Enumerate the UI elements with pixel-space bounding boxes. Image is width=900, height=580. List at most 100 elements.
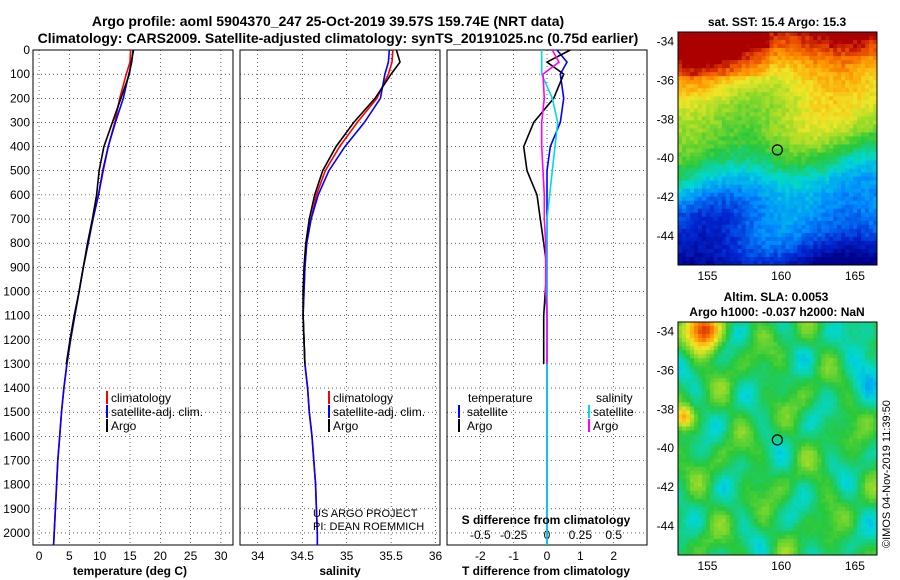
map-cell bbox=[853, 180, 858, 186]
map-cell bbox=[721, 36, 727, 41]
map-cell bbox=[781, 136, 786, 141]
map-cell bbox=[701, 506, 707, 512]
map-cell bbox=[717, 212, 723, 218]
map-cell bbox=[713, 466, 719, 472]
map-cell bbox=[757, 188, 762, 194]
map-cell bbox=[689, 330, 695, 335]
map-cell bbox=[769, 44, 774, 49]
map-cell bbox=[805, 458, 810, 464]
map-cell bbox=[729, 144, 735, 149]
map-cell bbox=[749, 220, 755, 226]
map-cell bbox=[801, 466, 806, 472]
map-cell bbox=[705, 36, 711, 41]
map-cell bbox=[678, 454, 683, 459]
map-cell bbox=[713, 44, 719, 49]
map-cell bbox=[849, 32, 854, 37]
map-cell bbox=[757, 180, 762, 186]
map-cell bbox=[785, 518, 790, 524]
map-cell bbox=[713, 438, 719, 443]
map-cell bbox=[733, 410, 739, 415]
salinity-legend: climatology satellite-adj. clim. Argo bbox=[328, 391, 425, 433]
map-cell bbox=[729, 56, 735, 61]
map-cell bbox=[729, 80, 735, 85]
map-cell bbox=[701, 48, 707, 53]
map-cell bbox=[849, 256, 854, 262]
map-cell bbox=[721, 180, 727, 186]
map-cell bbox=[793, 232, 798, 238]
map-cell bbox=[757, 132, 762, 137]
map-cell bbox=[873, 80, 878, 85]
map-cell bbox=[705, 354, 711, 359]
map-cell bbox=[721, 260, 727, 266]
map-cell bbox=[789, 502, 794, 508]
map-cell bbox=[773, 240, 778, 246]
map-cell bbox=[681, 478, 687, 484]
map-cell bbox=[729, 172, 735, 178]
map-cell bbox=[713, 112, 719, 117]
map-cell bbox=[729, 132, 735, 137]
map-cell bbox=[693, 108, 699, 113]
map-cell bbox=[785, 430, 790, 435]
map-cell bbox=[857, 164, 862, 169]
map-cell bbox=[793, 466, 798, 472]
map-cell bbox=[729, 446, 735, 451]
map-cell bbox=[729, 546, 735, 552]
map-cell bbox=[813, 64, 818, 69]
map-cell bbox=[853, 224, 858, 230]
map-cell bbox=[805, 522, 810, 528]
map-cell bbox=[793, 326, 798, 331]
map-cell bbox=[685, 530, 691, 536]
map-cell bbox=[813, 48, 818, 53]
map-cell bbox=[697, 52, 703, 57]
map-cell bbox=[745, 112, 751, 117]
map-cell bbox=[678, 410, 683, 415]
map-cell bbox=[741, 362, 747, 367]
map-cell bbox=[809, 172, 814, 178]
map-cell bbox=[729, 434, 735, 439]
map-cell bbox=[705, 168, 711, 174]
map-cell bbox=[825, 220, 830, 226]
map-cell bbox=[765, 542, 770, 548]
map-cell bbox=[745, 244, 751, 250]
map-cell bbox=[701, 430, 707, 435]
map-cell bbox=[685, 414, 691, 419]
map-cell bbox=[713, 76, 719, 81]
map-cell bbox=[865, 128, 870, 133]
map-cell bbox=[797, 534, 802, 540]
map-cell bbox=[757, 370, 762, 375]
map-cell bbox=[785, 406, 790, 411]
map-cell bbox=[785, 72, 790, 77]
map-cell bbox=[693, 366, 699, 371]
map-cell bbox=[737, 418, 743, 423]
map-cell bbox=[697, 486, 703, 492]
map-cell bbox=[777, 32, 782, 37]
map-cell bbox=[733, 196, 739, 202]
map-cell bbox=[717, 362, 723, 367]
map-cell bbox=[833, 244, 838, 250]
map-cell bbox=[725, 350, 731, 355]
map-cell bbox=[753, 502, 758, 508]
map-cell bbox=[777, 530, 782, 536]
map-cell bbox=[689, 442, 695, 447]
map-cell bbox=[733, 522, 739, 528]
map-cell bbox=[681, 482, 687, 488]
map-cell bbox=[817, 236, 822, 242]
map-cell bbox=[713, 474, 719, 480]
map-cell bbox=[853, 232, 858, 238]
map-cell bbox=[689, 522, 695, 528]
map-cell bbox=[745, 494, 751, 500]
map-cell bbox=[797, 188, 802, 194]
map-cell bbox=[849, 240, 854, 246]
map-cell bbox=[861, 32, 866, 37]
map-cell bbox=[845, 164, 850, 169]
map-cell bbox=[769, 112, 774, 117]
map-cell bbox=[717, 232, 723, 238]
map-cell bbox=[733, 260, 739, 266]
map-cell bbox=[697, 330, 703, 335]
map-cell bbox=[797, 398, 802, 403]
map-cell bbox=[793, 410, 798, 415]
map-cell bbox=[725, 386, 731, 391]
map-cell bbox=[721, 56, 727, 61]
map-cell bbox=[733, 514, 739, 520]
map-cell bbox=[777, 108, 782, 113]
